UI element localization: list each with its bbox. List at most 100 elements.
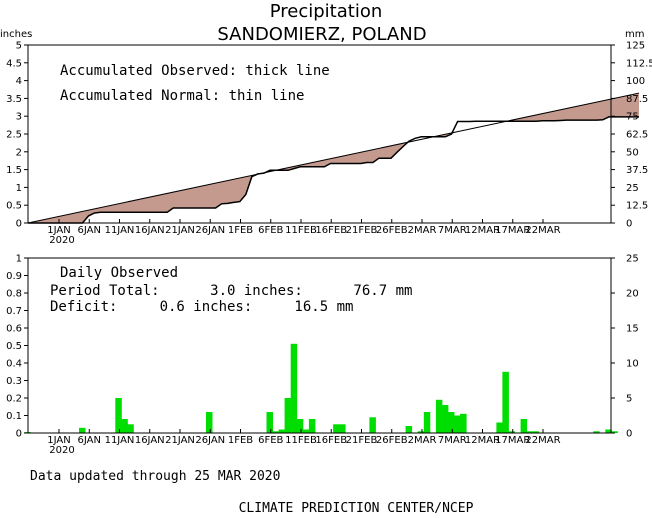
daily-legend-note: Daily Observed	[60, 265, 178, 281]
top-right-tick-label: 50	[626, 147, 639, 158]
top-x-tick-label: 22MAR	[525, 225, 560, 236]
top-left-tick-label: 0.5	[6, 201, 22, 212]
chart-title: Precipitation	[270, 1, 383, 22]
daily-bar	[266, 412, 273, 433]
bottom-x-tick-label: 6FEB	[258, 435, 283, 446]
top-x-tick-label: 21JAN	[165, 225, 195, 236]
top-right-tick-label: 12.5	[626, 201, 648, 212]
chart-subtitle: SANDOMIERZ, POLAND	[217, 24, 426, 45]
bottom-right-tick-label: 20	[626, 289, 639, 300]
daily-bar	[448, 412, 455, 433]
daily-bar	[296, 419, 304, 433]
top-x-tick-label: 21FEB	[346, 225, 378, 236]
daily-bar	[417, 431, 425, 434]
top-x-tick-label: 7MAR	[438, 225, 467, 236]
bottom-left-tick-label: 0.6	[6, 324, 22, 335]
daily-bar	[441, 405, 449, 433]
top-x-tick-label: 26FEB	[376, 225, 408, 236]
bottom-x-tick-label: 22MAR	[525, 435, 560, 446]
daily-panel: 00.10.20.30.40.50.60.70.80.9105101520251…	[6, 254, 639, 457]
top-axis-ticks: 00.511.522.533.544.55012.52537.55062.575…	[6, 41, 652, 247]
top-left-tick-label: 3	[16, 112, 22, 123]
daily-bar	[454, 415, 461, 433]
top-plot-frame	[27, 44, 612, 224]
daily-bar	[435, 399, 443, 434]
bottom-x-tick-label: 11JAN	[105, 435, 135, 446]
top-right-tick-label: 62.5	[626, 130, 648, 141]
daily-bar	[611, 431, 618, 434]
top-x-tick-label: 6JAN	[78, 225, 101, 236]
bottom-x-tick-label: 2MAR	[408, 435, 437, 446]
daily-bar	[206, 412, 213, 433]
top-x-tick-label: 26JAN	[195, 225, 225, 236]
normal-legend-note: Accumulated Normal: thin line	[60, 88, 304, 104]
daily-bar	[302, 429, 310, 433]
bottom-x-tick-label: 21JAN	[165, 435, 195, 446]
data-updated-text: Data updated through 25 MAR 2020	[30, 469, 280, 484]
top-x-tick-label: 16JAN	[135, 225, 165, 236]
top-x-tick-label: 11JAN	[105, 225, 135, 236]
top-x-tick-label: 2MAR	[408, 225, 437, 236]
bottom-right-tick-label: 15	[626, 324, 639, 335]
daily-bars	[24, 343, 618, 434]
bottom-x-tick-label: 11FEB	[285, 435, 317, 446]
top-x-year-label: 2020	[49, 235, 74, 246]
daily-bar	[290, 343, 298, 434]
bottom-left-tick-label: 0.8	[6, 289, 22, 300]
top-left-tick-label: 5	[16, 41, 22, 52]
daily-bar	[333, 424, 340, 434]
top-left-tick-label: 4	[16, 76, 22, 87]
daily-bar	[605, 429, 612, 433]
top-right-tick-label: 0	[626, 219, 632, 230]
bottom-left-tick-label: 0.5	[6, 341, 22, 352]
bottom-left-tick-label: 0.4	[6, 359, 22, 370]
bottom-right-tick-label: 0	[626, 429, 632, 440]
top-left-tick-label: 4.5	[6, 58, 22, 69]
bottom-x-tick-label: 12MAR	[465, 435, 500, 446]
daily-bar	[593, 431, 600, 434]
daily-bar	[79, 427, 86, 434]
top-right-tick-label: 112.5	[626, 58, 652, 69]
daily-bar	[496, 422, 503, 433]
top-left-tick-label: 1	[16, 183, 22, 194]
daily-bar	[423, 412, 431, 433]
bottom-right-tick-label: 10	[626, 359, 639, 370]
daily-bar	[532, 431, 540, 434]
bottom-left-tick-label: 1	[16, 254, 22, 265]
accumulated-panel: inches mm 00.511.522.533.544.55012.52537…	[0, 29, 652, 246]
bottom-x-tick-label: 7MAR	[438, 435, 467, 446]
bottom-x-tick-label: 16JAN	[135, 435, 165, 446]
bottom-left-tick-label: 0.3	[6, 376, 22, 387]
bottom-left-tick-label: 0	[16, 429, 22, 440]
top-right-tick-label: 87.5	[626, 94, 648, 105]
top-left-tick-label: 2.5	[6, 130, 22, 141]
daily-bar	[284, 398, 292, 433]
bottom-x-tick-label: 21FEB	[346, 435, 378, 446]
top-x-tick-label: 1FEB	[228, 225, 253, 236]
bottom-x-tick-label: 26FEB	[376, 435, 408, 446]
normal-line	[27, 92, 640, 224]
top-left-tick-label: 2	[16, 147, 22, 158]
daily-bar	[115, 398, 122, 433]
top-right-tick-label: 37.5	[626, 165, 648, 176]
bottom-right-tick-label: 5	[626, 394, 632, 405]
bottom-plot-frame	[27, 257, 612, 434]
daily-bar	[502, 371, 509, 434]
top-right-tick-label: 125	[626, 41, 645, 52]
bottom-x-tick-label: 1FEB	[228, 435, 253, 446]
daily-bar	[272, 431, 280, 434]
top-right-tick-label: 75	[626, 112, 639, 123]
accumulation-lines	[27, 92, 640, 224]
bottom-right-tick-label: 25	[626, 254, 639, 265]
bottom-x-tick-label: 16FEB	[315, 435, 347, 446]
bottom-x-year-label: 2020	[49, 445, 74, 456]
daily-bar	[127, 424, 134, 434]
daily-bar	[520, 419, 528, 433]
period-total-note: Period Total: 3.0 inches: 76.7 mm	[50, 283, 412, 299]
bottom-axis-ticks: 00.10.20.30.40.50.60.70.80.9105101520251…	[6, 254, 639, 457]
bottom-left-tick-label: 0.2	[6, 394, 22, 405]
deficit-note: Deficit: 0.6 inches: 16.5 mm	[50, 299, 353, 315]
bottom-x-tick-label: 26JAN	[195, 435, 225, 446]
daily-bar	[369, 417, 376, 434]
